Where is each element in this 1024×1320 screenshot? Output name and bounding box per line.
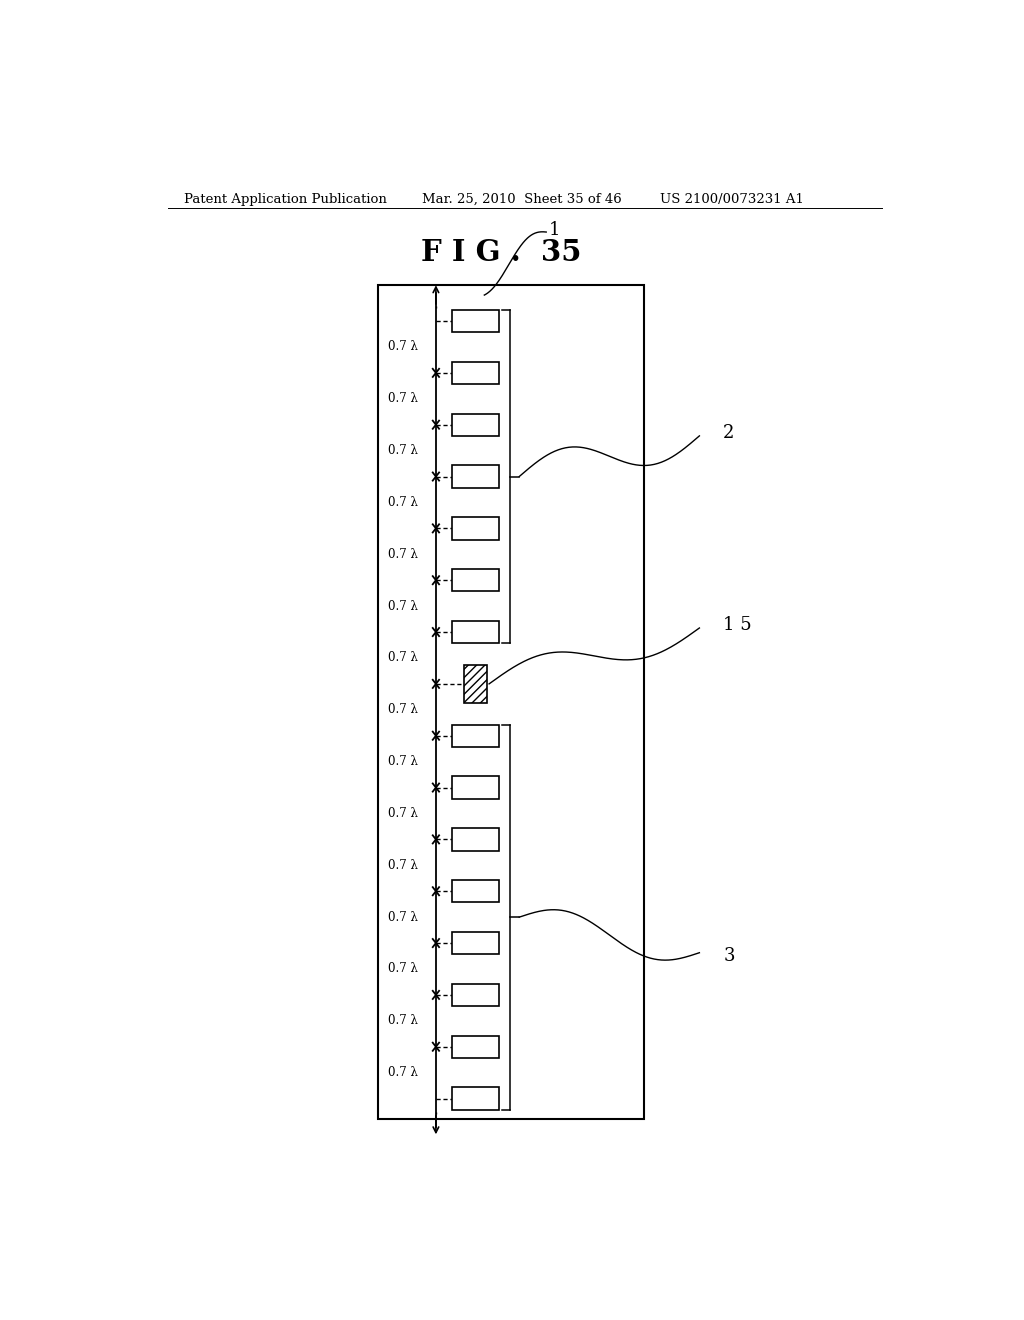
Bar [452, 828, 500, 850]
Text: 0.7 λ: 0.7 λ [387, 652, 418, 664]
Bar [378, 285, 644, 1119]
Text: 0.7 λ: 0.7 λ [387, 704, 418, 717]
Bar [452, 362, 500, 384]
Text: 0.7 λ: 0.7 λ [387, 1014, 418, 1027]
Text: 0.7 λ: 0.7 λ [387, 1067, 418, 1080]
Text: F I G .  35: F I G . 35 [421, 238, 582, 267]
Text: 0.7 λ: 0.7 λ [387, 755, 418, 768]
Text: 0.7 λ: 0.7 λ [387, 911, 418, 924]
Bar [452, 983, 500, 1006]
Bar [452, 725, 500, 747]
Bar [465, 664, 486, 704]
Text: 0.7 λ: 0.7 λ [387, 962, 418, 975]
Text: 0.7 λ: 0.7 λ [387, 599, 418, 612]
Text: 2: 2 [723, 424, 734, 442]
Bar [452, 466, 500, 487]
Bar [452, 880, 500, 903]
Bar [452, 776, 500, 799]
Text: Patent Application Publication: Patent Application Publication [183, 193, 386, 206]
Text: 0.7 λ: 0.7 λ [387, 859, 418, 871]
Bar [452, 310, 500, 333]
Text: 0.7 λ: 0.7 λ [387, 392, 418, 405]
Text: 1: 1 [549, 220, 560, 239]
Bar [452, 1036, 500, 1057]
Text: 0.7 λ: 0.7 λ [387, 496, 418, 510]
Bar [452, 932, 500, 954]
Text: 3: 3 [723, 946, 734, 965]
Text: 0.7 λ: 0.7 λ [387, 444, 418, 457]
Text: Mar. 25, 2010  Sheet 35 of 46: Mar. 25, 2010 Sheet 35 of 46 [422, 193, 622, 206]
Bar [452, 620, 500, 643]
Bar [452, 517, 500, 540]
Text: 0.7 λ: 0.7 λ [387, 341, 418, 354]
Text: US 2100/0073231 A1: US 2100/0073231 A1 [659, 193, 804, 206]
Bar [452, 569, 500, 591]
Bar [452, 1088, 500, 1110]
Bar [452, 413, 500, 436]
Text: 1 5: 1 5 [723, 616, 752, 634]
Text: 0.7 λ: 0.7 λ [387, 548, 418, 561]
Text: 0.7 λ: 0.7 λ [387, 807, 418, 820]
